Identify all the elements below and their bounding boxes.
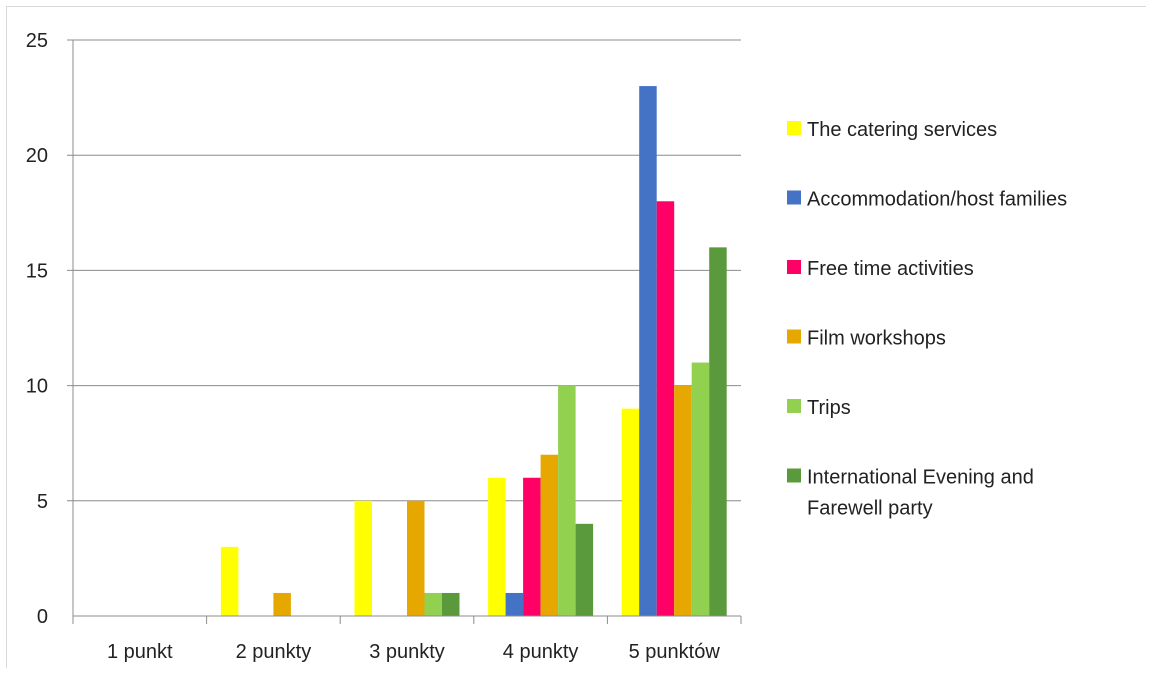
x-tick-label: 4 punkty [503, 641, 579, 663]
legend-label: Trips [807, 397, 851, 419]
bar-2-punkty-series-0 [220, 546, 239, 616]
legend-swatch [787, 399, 801, 413]
legend-item: International Evening and Farewell party [787, 467, 1034, 520]
legend-swatch [787, 190, 801, 205]
legend: The catering services Accommodation/host … [787, 119, 1067, 520]
bars [220, 86, 727, 617]
legend-item: Trips [787, 397, 851, 419]
y-tick-label: 10 [26, 376, 48, 398]
legend-item: Free time activities [787, 258, 974, 280]
x-tick-label: 5 punktów [629, 641, 721, 663]
y-tick-label: 0 [37, 606, 48, 628]
y-tick-label: 15 [26, 260, 48, 282]
bar-3-punkty-series-0 [354, 500, 372, 616]
y-tick-label: 20 [26, 145, 48, 167]
axes [72, 40, 742, 624]
bar-5-punktów-series-5 [709, 247, 727, 617]
bar-3-punkty-series-3 [407, 500, 425, 616]
bar-3-punkty-series-5 [442, 592, 460, 616]
legend-item: The catering services [787, 119, 997, 141]
bar-5-punktów-series-4 [691, 362, 710, 616]
y-axis-tick-labels: 0 5 10 15 20 25 [26, 30, 48, 628]
chart-frame [6, 6, 1146, 668]
bar-5-punktów-series-2 [656, 201, 675, 616]
legend-label: International Evening and Farewell party [807, 467, 1034, 520]
bar-3-punkty-series-4 [424, 592, 442, 616]
legend-label: The catering services [807, 119, 997, 141]
gridlines [67, 39, 741, 502]
legend-swatch [787, 468, 801, 483]
bar-5-punktów-series-1 [639, 86, 657, 616]
bar-4-punkty-series-4 [558, 385, 576, 616]
legend-item: Film workshops [787, 328, 946, 350]
y-tick-label: 5 [37, 491, 48, 513]
legend-swatch [787, 121, 801, 135]
bar-4-punkty-series-2 [523, 477, 541, 616]
x-tick-label: 1 punkt [107, 641, 173, 663]
bar-5-punktów-series-3 [674, 385, 692, 616]
legend-label: Free time activities [807, 258, 974, 280]
legend-label: Film workshops [807, 328, 946, 350]
bar-5-punktów-series-0 [621, 408, 640, 616]
legend-swatch [787, 329, 801, 344]
x-tick-label: 3 punkty [369, 641, 445, 663]
legend-swatch [787, 260, 801, 274]
x-axis-tick-labels: 1 punkt 2 punkty 3 punkty 4 punkty 5 punktów [107, 641, 720, 663]
y-tick-label: 25 [26, 30, 48, 52]
bar-4-punkty-series-0 [488, 477, 506, 616]
bar-2-punkty-series-3 [273, 592, 291, 616]
bar-4-punkty-series-3 [540, 454, 559, 616]
bar-4-punkty-series-5 [575, 523, 594, 616]
legend-item: Accommodation/host families [787, 189, 1067, 211]
bar-4-punkty-series-1 [505, 592, 524, 616]
legend-label: Accommodation/host families [807, 189, 1067, 211]
x-tick-label: 2 punkty [236, 641, 312, 663]
